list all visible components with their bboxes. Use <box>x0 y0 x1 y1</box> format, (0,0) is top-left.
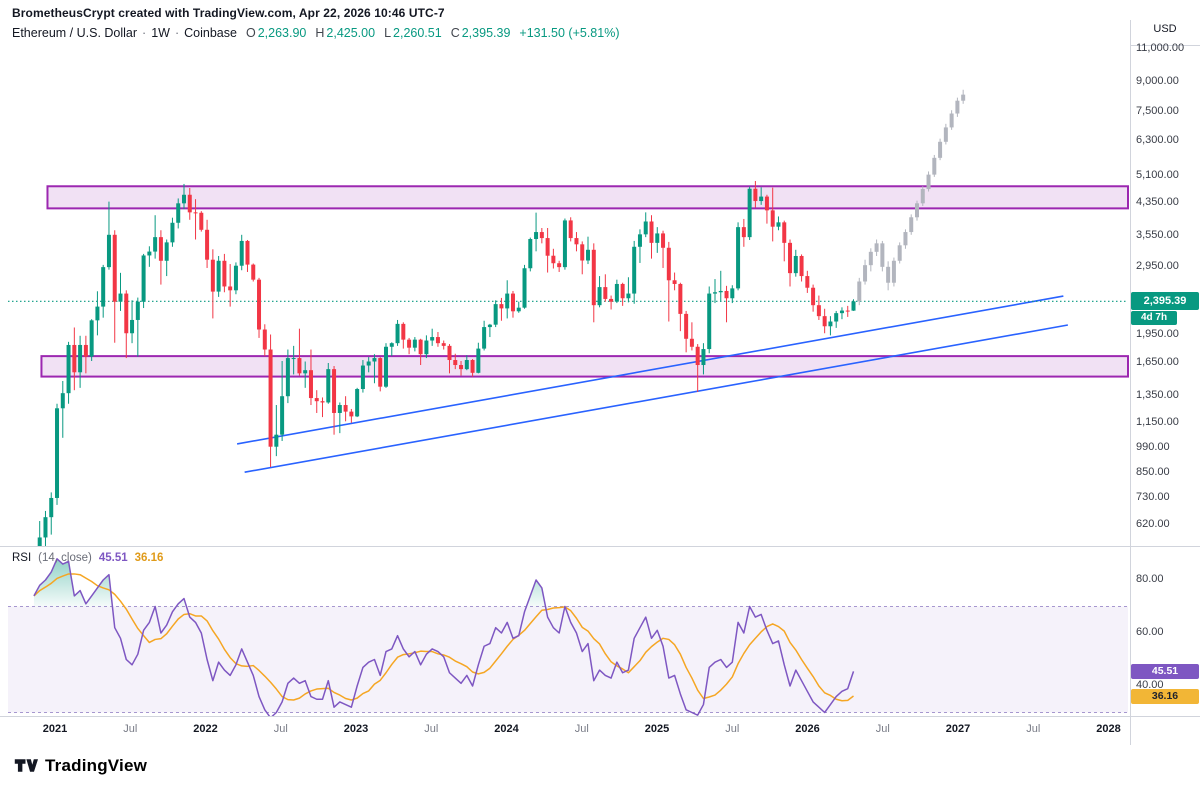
countdown-badge: 4d 7h <box>1131 310 1177 325</box>
price-tick-label: 730.00 <box>1136 490 1170 503</box>
high-value: 2,425.00 <box>326 26 376 40</box>
change-label: +131.50 (+5.81%) <box>519 26 620 40</box>
price-tick-label: 3,550.00 <box>1136 229 1179 242</box>
ohlc-high: H 2,425.00 <box>315 26 375 40</box>
interval-label: 1W <box>151 26 170 40</box>
time-axis-label: 2023 <box>343 723 369 735</box>
price-tick-label: 850.00 <box>1136 465 1170 478</box>
main-price-pane[interactable] <box>0 46 1130 546</box>
rsi-label: RSI <box>12 552 32 564</box>
rsi-tick-label: 40.00 <box>1136 679 1164 691</box>
price-tick-label: 5,100.00 <box>1136 169 1179 182</box>
price-tick-label: 9,000.00 <box>1136 75 1179 88</box>
time-axis-label: 2022 <box>193 723 218 735</box>
time-axis-label: 2026 <box>795 723 820 735</box>
time-axis-label: 2028 <box>1096 723 1121 735</box>
chart-canvas <box>0 20 1200 745</box>
price-tick-label: 1,950.00 <box>1136 328 1179 341</box>
rsi-indicator-header: RSI (14, close) 45.51 36.16 <box>12 552 163 564</box>
time-axis-label: 2021 <box>42 723 68 735</box>
exchange-label: Coinbase <box>184 26 237 40</box>
close-letter: C <box>450 26 460 40</box>
ohlc-low: L 2,260.51 <box>384 26 442 40</box>
price-tick-label: 620.00 <box>1136 517 1170 530</box>
price-axis[interactable]: USD 2,395.39 4d 7h 45.51 36.16 11,000.00… <box>1130 0 1200 745</box>
rsi-pane[interactable]: RSI (14, close) 45.51 36.16 <box>0 548 1130 716</box>
ohlc-open: O 2,263.90 <box>246 26 306 40</box>
rsi-ma-value-badge: 36.16 <box>1131 688 1199 704</box>
rsi-ma-value: 36.16 <box>134 552 164 564</box>
last-price-badge: 2,395.39 <box>1131 292 1199 311</box>
rsi-tick-label: 80.00 <box>1136 573 1164 585</box>
time-axis-label: Jul <box>273 723 288 735</box>
time-axis[interactable]: 2021 Jul 2022 Jul 2023 Jul 2024 Jul 2025 Jul 2026 J… <box>0 717 1130 745</box>
separator-dot: · <box>142 26 147 40</box>
time-axis-label: 2027 <box>945 723 971 735</box>
time-axis-label: Jul <box>123 723 138 735</box>
close-value: 2,395.39 <box>461 26 511 40</box>
price-tick-label: 6,300.00 <box>1136 134 1179 147</box>
open-letter: O <box>245 26 256 40</box>
time-axis-label: 2025 <box>644 723 670 735</box>
symbol-info-bar: Ethereum / U.S. Dollar · 1W · Coinbase O… <box>12 26 619 40</box>
rsi-tick-label: 60.00 <box>1136 626 1164 638</box>
time-axis-label: Jul <box>875 723 890 735</box>
tradingview-logo-icon <box>14 759 38 772</box>
separator-dot: · <box>174 26 180 40</box>
time-axis-label: Jul <box>424 723 439 735</box>
price-tick-label: 1,350.00 <box>1136 389 1179 402</box>
tradingview-logo[interactable]: TradingView <box>13 753 147 778</box>
rsi-value: 45.51 <box>98 552 128 564</box>
ohlc-close: C 2,395.39 <box>451 26 511 40</box>
currency-label: USD <box>1153 23 1177 35</box>
price-tick-label: 11,000.00 <box>1136 42 1185 55</box>
open-value: 2,263.90 <box>257 26 307 40</box>
rsi-value-badge: 45.51 <box>1131 663 1199 679</box>
attribution-text: BrometheusCrypt created with TradingView… <box>12 6 445 20</box>
price-tick-label: 4,350.00 <box>1136 195 1179 208</box>
time-axis-label: Jul <box>1026 723 1041 735</box>
high-letter: H <box>315 26 325 40</box>
price-tick-label: 990.00 <box>1136 440 1170 453</box>
tradingview-logo-text: TradingView <box>45 755 148 775</box>
time-axis-label: Jul <box>725 723 740 735</box>
price-tick-label: 1,150.00 <box>1136 415 1179 428</box>
symbol-title: Ethereum / U.S. Dollar <box>12 26 138 40</box>
low-letter: L <box>384 26 392 40</box>
price-tick-label: 7,500.00 <box>1136 105 1179 118</box>
time-axis-label: Jul <box>574 723 589 735</box>
rsi-params: (14, close) <box>38 552 92 564</box>
time-axis-label: 2024 <box>494 723 519 735</box>
low-value: 2,260.51 <box>393 26 442 40</box>
price-tick-label: 1,650.00 <box>1136 356 1179 368</box>
price-tick-label: 2,950.00 <box>1136 259 1179 272</box>
